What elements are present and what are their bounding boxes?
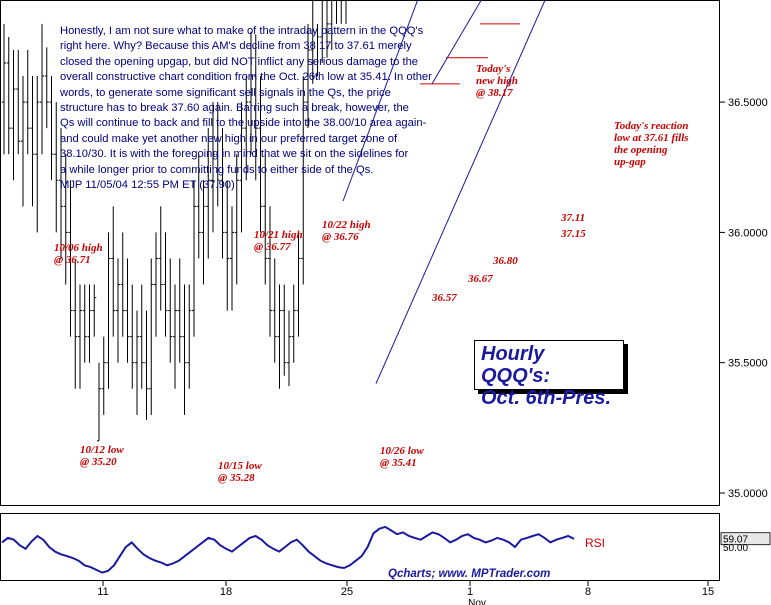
commentary-line: words, to generate some significant sell… (60, 86, 391, 99)
commentary-line: structure has to break 37.60 again. Barr… (60, 102, 409, 115)
level-label-3715: 37.15 (561, 228, 586, 240)
price-axis-label: 35.0000 (728, 488, 768, 500)
annotation-line: @ 35.28 (218, 472, 255, 484)
chart-title-line: Hourly QQQ's: (481, 343, 551, 387)
annotation-1012-low: 10/12 low @ 35.20 (80, 444, 124, 468)
commentary-signature: MJP 11/05/04 12:55 PM ET (37.90) (60, 179, 235, 192)
commentary-line: 38.10/30. It is with the foregoing in mi… (60, 148, 409, 161)
annotation-line: 10/21 high (254, 229, 303, 241)
annotation-line: @ 35.20 (80, 456, 117, 468)
annotation-line: @ 36.71 (54, 254, 91, 266)
x-axis-label: 1 (467, 586, 473, 598)
commentary-line: right here. Why? Because this AM's decli… (60, 40, 412, 53)
annotation-line: low at 37.61 fills (614, 132, 689, 144)
chart-title-line: Oct. 6th-Pres. (481, 387, 612, 409)
commentary-line: a while longer prior to committing funds… (60, 163, 374, 176)
annotation-line: @ 35.41 (380, 457, 417, 469)
annotation-line: @ 36.77 (254, 241, 291, 253)
x-axis-label: 25 (341, 586, 353, 598)
price-panel-frame (0, 0, 720, 506)
annotation-line: @ 36.76 (322, 231, 359, 243)
annotation-line: 10/06 high (54, 242, 103, 254)
commentary-text: Honestly, I am not sure what to make of … (60, 24, 470, 193)
annotation-line: up-gap (614, 156, 646, 168)
annotation-line: the opening (614, 144, 668, 156)
level-label-3657: 36.57 (432, 292, 457, 304)
commentary-line: Qs will continue to back and fill to the… (60, 117, 427, 130)
annotation-line: 10/15 low (218, 460, 262, 472)
price-axis-label: 36.5000 (728, 97, 768, 109)
annotation-line: 10/22 high (322, 219, 371, 231)
rsi-reference-label: 50.00 (723, 543, 748, 554)
annotation-line: 10/12 low (80, 444, 124, 456)
rsi-label: RSI (585, 536, 606, 550)
x-axis-label: 15 (702, 586, 714, 598)
level-label-3680: 36.80 (493, 255, 518, 267)
commentary-line: Honestly, I am not sure what to make of … (60, 25, 424, 37)
x-axis-label: 8 (585, 586, 591, 598)
annotation-line: new high (476, 75, 518, 87)
annotation-new-high: Today's new high @ 38.17 (476, 63, 518, 99)
commentary-line: and could make yet another new high in o… (60, 132, 398, 145)
annotation-1021-high: 10/21 high @ 36.77 (254, 229, 303, 253)
rsi-line (1, 525, 575, 574)
level-label-3711: 37.11 (561, 212, 586, 224)
x-axis-month-label: Nov (468, 598, 486, 605)
annotation-1026-low: 10/26 low @ 35.41 (380, 445, 424, 469)
channel-line-upper (342, 0, 419, 202)
price-axis-label: 36.0000 (728, 227, 768, 239)
x-axis-label: 11 (97, 586, 108, 598)
annotation-line: 10/26 low (380, 445, 424, 457)
chart-title-box: Hourly QQQ's: Oct. 6th-Pres. (474, 340, 624, 409)
channel-line-inner (431, 0, 482, 85)
annotation-line: Today's (476, 63, 511, 75)
annotation-1022-high: 10/22 high @ 36.76 (322, 219, 371, 243)
annotation-line: Today's reaction (614, 120, 689, 132)
rsi-panel-frame (0, 513, 720, 581)
annotation-1015-low: 10/15 low @ 35.28 (218, 460, 262, 484)
channel-line-lower (375, 0, 546, 384)
annotation-line: @ 38.17 (476, 87, 513, 99)
annotation-reaction-low: Today's reaction low at 37.61 fills the … (614, 120, 689, 168)
annotation-1006-high: 10/06 high @ 36.71 (54, 242, 103, 266)
price-axis-label: 35.5000 (728, 358, 768, 370)
x-axis-label: 18 (220, 586, 232, 598)
commentary-line: overall constructive chart condition fro… (60, 71, 432, 84)
level-label-3667: 36.67 (468, 273, 493, 285)
chart-credit: Qcharts; www. MPTrader.com (388, 568, 551, 580)
commentary-line: closed the opening upgap, but did NOT in… (60, 55, 419, 68)
rsi-value-box (720, 532, 771, 546)
rsi-value-label: 59.07 (723, 535, 748, 546)
